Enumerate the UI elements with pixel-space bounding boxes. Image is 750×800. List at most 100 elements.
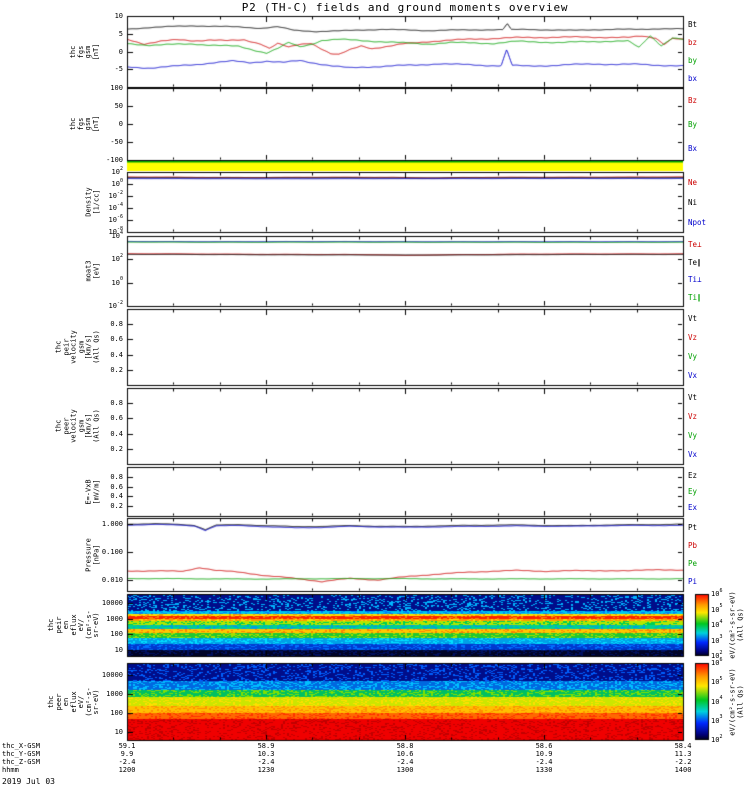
ytick-peir-velocity-1: 0.6 — [110, 335, 123, 344]
legend-efield-ez-0: Ez — [688, 470, 698, 480]
ephemeris-value-1-2: 10.6 — [396, 750, 414, 758]
plot-title: P2 (TH-C) fields and ground moments over… — [241, 1, 569, 14]
tick-base: 10 — [711, 590, 720, 598]
ytick-density-0: 102 — [63, 165, 123, 177]
tick-exponent: -6 — [116, 213, 123, 220]
ytick-peer-velocity-2: 0.4 — [110, 429, 123, 438]
legend-peer-velocity-vt-0: Vt — [688, 393, 698, 402]
legend-temperature-ti-3: Ti∥ — [688, 292, 701, 302]
ytick-peir-velocity-3: 0.2 — [110, 365, 123, 374]
tick-base: 10 — [711, 697, 720, 706]
legend-efield-ex-2: Ex — [688, 503, 698, 513]
legend-fgs-fields-by-2: by — [688, 55, 698, 65]
legend-fgs-fields-bt-0: Bt — [688, 20, 698, 30]
legend-density-ne-0: Ne — [688, 177, 698, 187]
tick-exponent: 4 — [719, 618, 723, 625]
legend-peir-velocity-vy-2: Vy — [688, 352, 698, 361]
colorbar-unit-peir-eflux: eV/(cm²-s-sr-eV) (All Qs) — [728, 591, 745, 659]
ytick-peer-velocity-3: 0.2 — [110, 444, 123, 453]
legend-peir-velocity-vx-3: Vx — [688, 371, 698, 380]
legend-peer-velocity-vx-3: Vx — [688, 450, 698, 459]
ytick-density-3: 10-4 — [63, 202, 123, 213]
tick-exponent: -8 — [116, 225, 123, 232]
tick-exponent: 2 — [119, 165, 123, 172]
colorbar-tick-peer-eflux-1: 105 — [711, 675, 723, 687]
ytick-density-2: 10-2 — [63, 189, 123, 201]
ephemeris-value-2-0: -2.4 — [118, 758, 136, 766]
ytick-peir-eflux-0: 10000 — [101, 599, 123, 608]
tick-base: 10 — [711, 621, 720, 629]
ytick-efield-3: 0.2 — [110, 502, 123, 511]
colorbar-tick-peir-eflux-2: 104 — [711, 618, 723, 630]
ytick-efield-0: 0.8 — [110, 472, 123, 481]
legend-pressure-pe-2: Pe — [688, 559, 698, 569]
tick-exponent: 0 — [119, 177, 123, 184]
ephemeris-value-3-4: 1400 — [674, 766, 692, 774]
ephemeris-value-3-2: 1300 — [396, 766, 414, 774]
tick-exponent: -2 — [116, 189, 123, 196]
ephemeris-value-0-1: 58.9 — [257, 742, 275, 750]
tick-base: 10 — [111, 232, 120, 240]
ytick-fgs-gsm-wide-2: 0 — [118, 120, 123, 128]
colorbar-tick-peer-eflux-2: 104 — [711, 696, 722, 707]
tick-base: 10 — [711, 636, 720, 645]
tick-base: 10 — [108, 192, 117, 200]
legend-fgs-gsm-wide-by-1: By — [688, 119, 698, 129]
legend-peer-velocity-vz-1: Vz — [688, 412, 698, 421]
legend-pressure-pb-1: Pb — [688, 540, 698, 550]
colorbar-tick-peir-eflux-0: 106 — [711, 587, 723, 599]
ephemeris-row-label-1: thc_Y-GSM — [2, 750, 40, 758]
tick-exponent: 2 — [119, 253, 123, 259]
ephemeris-value-0-4: 58.4 — [674, 742, 692, 750]
ytick-peer-eflux-2: 100 — [110, 709, 123, 718]
ytick-fgs-fields-3: -5 — [114, 65, 123, 74]
colorbar-tick-peer-eflux-0: 106 — [711, 656, 723, 668]
tick-exponent: 6 — [719, 656, 723, 663]
colorbar-tick-peir-eflux-3: 103 — [711, 635, 722, 646]
ytick-fgs-gsm-wide-3: -50 — [110, 138, 123, 146]
tick-base: 10 — [111, 168, 120, 176]
legend-density-ni-1: Ni — [688, 197, 698, 207]
ytick-peir-eflux-2: 100 — [110, 630, 123, 639]
ytick-pressure-0: 1.000 — [101, 519, 123, 528]
tick-base: 10 — [111, 180, 120, 188]
ytick-peir-velocity-2: 0.4 — [110, 350, 123, 359]
tick-base: 10 — [711, 678, 720, 687]
ytick-pressure-2: 0.010 — [101, 575, 123, 584]
ephemeris-value-3-0: 1200 — [118, 766, 136, 774]
tick-exponent: 2 — [719, 733, 723, 740]
tick-base: 10 — [108, 216, 117, 224]
tick-exponent: 6 — [719, 587, 723, 594]
ytick-density-1: 100 — [63, 177, 123, 189]
tick-exponent: 4 — [119, 229, 123, 236]
tick-base: 10 — [111, 278, 120, 287]
legend-pressure-pi-3: Pi — [688, 577, 698, 587]
ephemeris-value-0-2: 58.8 — [396, 742, 414, 750]
ytick-temperature-1: 102 — [63, 253, 123, 264]
ephemeris-value-3-1: 1230 — [257, 766, 275, 774]
tick-base: 10 — [108, 204, 117, 212]
tick-base: 10 — [711, 659, 720, 667]
ytick-efield-2: 0.4 — [110, 492, 123, 501]
ytick-fgs-fields-0: 10 — [114, 12, 123, 20]
tick-base: 10 — [711, 736, 720, 744]
date-label: 2019 Jul 03 — [2, 777, 55, 786]
ephemeris-value-1-1: 10.3 — [257, 750, 275, 758]
ytick-fgs-gsm-wide-4: -100 — [106, 156, 123, 164]
legend-fgs-fields-bx-3: bx — [688, 73, 698, 83]
legend-peir-velocity-vt-0: Vt — [688, 314, 698, 323]
ephemeris-value-1-4: 11.3 — [674, 750, 692, 758]
ephemeris-value-2-3: -2.4 — [535, 758, 553, 766]
tick-exponent: 5 — [719, 675, 723, 682]
legend-peir-velocity-vz-1: Vz — [688, 333, 698, 342]
tick-exponent: 3 — [719, 714, 723, 721]
ytick-peer-eflux-1: 1000 — [106, 689, 123, 698]
tick-base: 10 — [108, 228, 117, 236]
tick-base: 10 — [711, 605, 720, 614]
ytick-density-5: 10-8 — [63, 225, 123, 237]
ephemeris-value-2-4: -2.2 — [674, 758, 692, 766]
tick-base: 10 — [108, 302, 117, 310]
ytick-peer-velocity-0: 0.8 — [110, 399, 123, 408]
ytick-fgs-gsm-wide-0: 100 — [110, 84, 123, 92]
